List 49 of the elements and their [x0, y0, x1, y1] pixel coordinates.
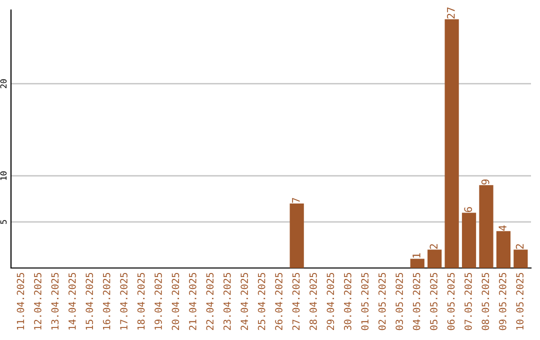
data-label: 1 [412, 253, 420, 258]
x-tick-label: 13.04.2025 [51, 272, 59, 330]
x-tick-label: 28.04.2025 [310, 272, 317, 330]
data-label: 27 [446, 7, 455, 18]
x-tick-label: 06.05.2025 [447, 272, 455, 330]
data-label: 2 [430, 244, 438, 249]
y-tick-label: 10 [0, 171, 7, 180]
x-tick-label: 29.04.2025 [326, 272, 334, 330]
x-tick-label: 22.04.2025 [206, 272, 214, 330]
x-tick-label: 02.05.2025 [378, 272, 386, 330]
bar [444, 19, 459, 268]
y-tick-label: 20 [0, 79, 7, 88]
bar [462, 212, 476, 268]
x-tick-label: 11.04.2025 [16, 272, 24, 330]
x-tick-label: 08.05.2025 [482, 272, 490, 330]
x-tick-label: 17.04.2025 [120, 272, 128, 330]
bar [496, 231, 511, 268]
x-tick-label: 19.04.2025 [154, 272, 162, 330]
x-tick-label: 26.04.2025 [275, 272, 282, 330]
x-tick-label: 23.04.2025 [223, 272, 231, 330]
data-label: 2 [516, 244, 524, 249]
x-tick-label: 03.05.2025 [396, 272, 403, 330]
data-label: 7 [292, 198, 300, 203]
x-tick-label: 05.05.2025 [430, 272, 438, 330]
x-tick-label: 21.04.2025 [189, 272, 196, 330]
x-tick-label: 12.04.2025 [34, 272, 42, 330]
x-tick-label: 09.05.2025 [498, 272, 506, 330]
bar [410, 258, 424, 268]
x-tick-label: 16.04.2025 [102, 272, 110, 330]
x-tick-label: 15.04.2025 [86, 272, 94, 330]
data-label: 6 [464, 207, 472, 212]
x-tick-label: 30.04.2025 [344, 272, 352, 330]
x-tick-label: 07.05.2025 [464, 272, 472, 330]
bar [290, 204, 304, 268]
x-tick-label: 25.04.2025 [258, 272, 266, 330]
y-tick-label: 5 [0, 220, 7, 224]
bar [428, 250, 442, 268]
x-tick-label: 27.04.2025 [292, 272, 300, 330]
x-tick-label: 01.05.2025 [361, 272, 369, 330]
x-tick-label: 20.04.2025 [172, 272, 180, 330]
x-tick-label: 18.04.2025 [137, 272, 145, 330]
bar [514, 250, 528, 268]
bar [479, 185, 494, 268]
x-tick-label: 14.04.2025 [68, 272, 76, 330]
x-tick-label: 04.05.2025 [412, 272, 420, 330]
x-tick-label: 24.04.2025 [240, 272, 248, 330]
x-tick-label: 10.05.2025 [516, 272, 524, 330]
data-label: 4 [498, 225, 506, 231]
data-label: 9 [481, 180, 490, 184]
